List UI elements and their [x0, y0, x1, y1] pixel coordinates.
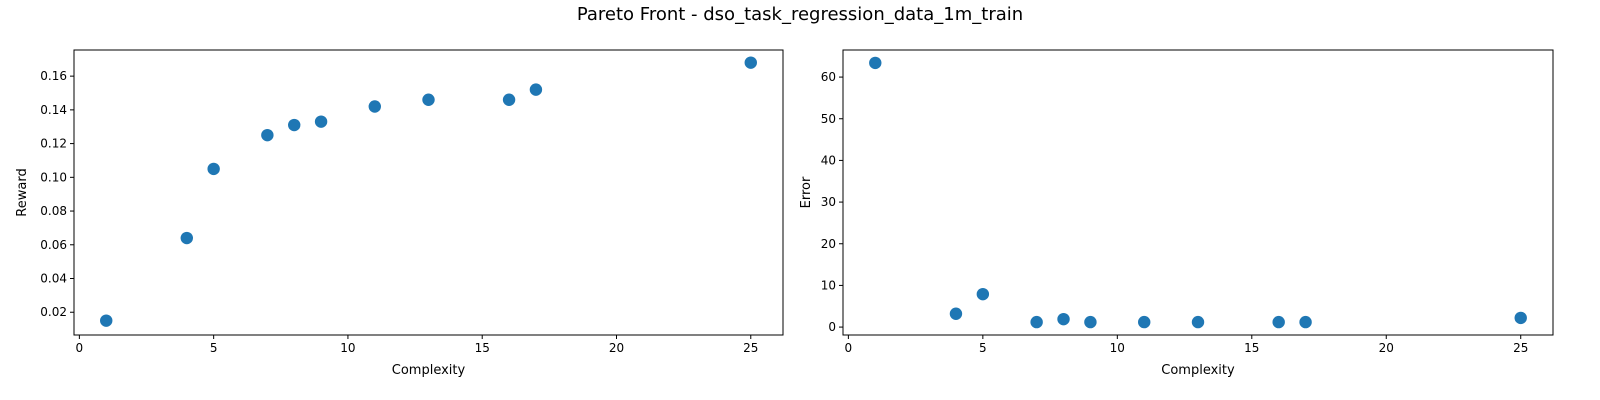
- error-data-point: [976, 287, 990, 301]
- reward-data-point: [180, 231, 193, 245]
- y-tick-label: 60: [821, 70, 836, 84]
- x-tick-label: 15: [1244, 341, 1259, 355]
- error-data-point: [1084, 315, 1097, 329]
- y-tick-label: 20: [821, 237, 836, 251]
- reward-data-point: [502, 93, 516, 106]
- reward-vs-complexity-plot: 0 5 10 15 20 25 0.02 0.04 0.06 0.08 0.10 0.12 0.14 0.…: [15, 49, 784, 378]
- y-axis-label: Error: [799, 176, 814, 208]
- x-tick-label: 20: [609, 341, 624, 355]
- plot-frame: [73, 49, 784, 336]
- reward-data-point: [422, 93, 435, 106]
- figure-title: Pareto Front - dso_task_regression_data_…: [576, 4, 1024, 25]
- x-axis-label: Complexity: [392, 363, 466, 378]
- y-tick-label: 0: [828, 320, 836, 334]
- error-data-point: [1272, 315, 1285, 329]
- error-data-point: [1514, 311, 1527, 325]
- reward-data-point: [529, 83, 543, 96]
- y-tick-label: 0.12: [40, 137, 67, 151]
- x-tick-label: 25: [743, 341, 758, 355]
- x-tick-label: 25: [1513, 341, 1528, 355]
- y-tick-label: 30: [821, 195, 836, 209]
- x-tick-label: 0: [845, 341, 853, 355]
- y-tick-label: 0.06: [40, 238, 67, 252]
- error-data-point: [1299, 315, 1312, 329]
- y-tick-label: 0.16: [40, 69, 67, 83]
- error-data-point: [1030, 315, 1043, 329]
- error-data-point: [1191, 315, 1205, 329]
- x-tick-label: 15: [475, 341, 490, 355]
- reward-data-point: [261, 128, 274, 142]
- x-axis-label: Complexity: [1161, 363, 1235, 378]
- reward-data-point: [288, 118, 301, 132]
- reward-data-point: [314, 115, 328, 128]
- y-tick-label: 40: [821, 153, 836, 167]
- x-tick-label: 10: [1110, 341, 1125, 355]
- error-data-point: [869, 56, 882, 70]
- x-tick-label: 0: [76, 341, 84, 355]
- x-tick-label: 20: [1379, 341, 1394, 355]
- error-vs-complexity-plot: 0 5 10 15 20 25 0 10 20 30 40 50 60 Complexity Error: [799, 49, 1554, 378]
- y-tick-label: 0.02: [40, 305, 67, 319]
- x-tick-label: 5: [979, 341, 987, 355]
- reward-data-point: [744, 56, 757, 69]
- y-tick-label: 0.04: [40, 272, 67, 286]
- error-data-point: [1057, 312, 1070, 326]
- reward-data-point: [100, 314, 113, 327]
- y-tick-label: 0.08: [40, 204, 67, 218]
- reward-data-point: [368, 100, 381, 113]
- x-tick-label: 5: [210, 341, 218, 355]
- y-tick-label: 0.14: [40, 103, 67, 117]
- plot-frame: [842, 49, 1554, 336]
- x-tick-label: 10: [340, 341, 355, 355]
- y-tick-label: 0.10: [40, 170, 67, 184]
- y-tick-label: 10: [821, 278, 836, 292]
- y-tick-label: 50: [821, 112, 836, 126]
- y-axis-label: Reward: [15, 168, 30, 216]
- error-data-point: [1138, 315, 1151, 329]
- reward-data-point: [207, 162, 220, 176]
- error-data-point: [949, 307, 963, 320]
